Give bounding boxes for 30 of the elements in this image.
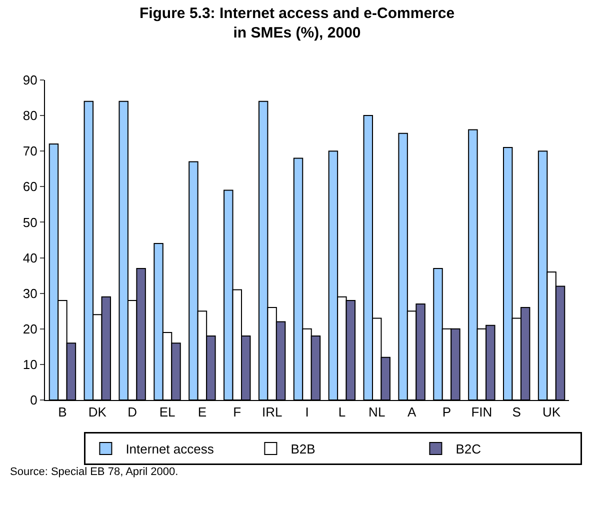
chart-title: Figure 5.3: Internet access and e-Commerce in SMEs (%), 2000 xyxy=(139,4,455,42)
x-tick-label: F xyxy=(233,404,242,420)
y-tick-label: 80 xyxy=(22,108,38,124)
x-tick-label: L xyxy=(338,404,346,420)
y-tick-label: 20 xyxy=(22,321,38,336)
y-tick-label: 40 xyxy=(22,250,38,266)
x-tick-label: P xyxy=(442,404,452,420)
legend-label: Internet access xyxy=(126,442,214,457)
x-tick-label: B xyxy=(58,404,67,420)
y-tick-label: 60 xyxy=(22,179,38,194)
x-tick-label: I xyxy=(305,404,309,420)
x-tick-label: E xyxy=(198,404,207,420)
y-tick-label: 70 xyxy=(22,144,38,159)
x-tick-label: A xyxy=(407,404,416,420)
y-tick-label: 90 xyxy=(22,72,38,88)
y-tick-label: 10 xyxy=(22,356,38,372)
x-tick-label: IRL xyxy=(262,404,282,420)
y-tick-label: 0 xyxy=(30,392,38,408)
x-tick-label: D xyxy=(128,404,138,420)
legend-label: B2B xyxy=(290,442,316,457)
legend-label: B2C xyxy=(456,442,481,457)
x-tick-label: EL xyxy=(159,404,176,420)
x-tick-label: UK xyxy=(542,404,561,420)
y-tick-label: 30 xyxy=(22,286,38,301)
x-tick-label: DK xyxy=(88,404,107,420)
x-tick-label: S xyxy=(512,404,522,420)
x-tick-label: FIN xyxy=(471,404,492,420)
x-tick-label: NL xyxy=(368,404,386,420)
y-tick-label: 50 xyxy=(22,214,38,230)
source-note: Source: Special EB 78, April 2000. xyxy=(10,466,178,478)
